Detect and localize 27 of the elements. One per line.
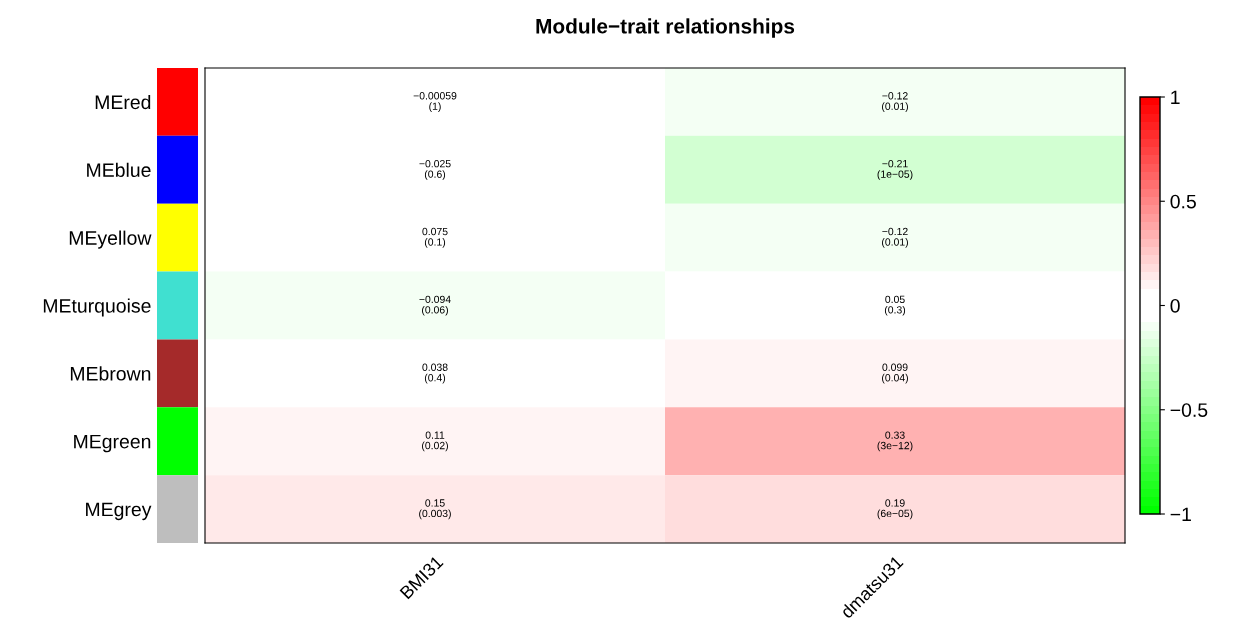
data-label: −0.12 (0.01) [882, 92, 908, 113]
data-label: −0.025 (0.6) [419, 159, 451, 180]
y-tick-label: MEyellow [69, 230, 152, 249]
color-bar-label: 0.5 [1170, 194, 1196, 209]
color-bar-label: 0 [1170, 298, 1180, 313]
data-label: 0.099 (0.04) [882, 363, 908, 384]
chart-title: Module−trait relationships [536, 18, 795, 38]
data-label: 0.19 (6e−05) [877, 499, 913, 520]
y-tick-label: MEgreen [74, 434, 151, 453]
color-bar-label: −1 [1170, 507, 1191, 522]
y-tick-label: MEturquoise [43, 298, 151, 317]
data-label: −0.094 (0.06) [419, 295, 451, 316]
y-tick-label: MEgrey [86, 502, 152, 521]
y-tick-label: MEred [95, 94, 151, 110]
data-label: −0.21 (1e−05) [877, 159, 913, 180]
data-label: 0.05 (0.3) [884, 295, 906, 316]
color-bar-label: −0.5 [1170, 403, 1208, 417]
data-label: −0.00059 (1) [413, 92, 457, 113]
data-label: 0.33 (3e−12) [877, 431, 913, 452]
color-bar-label: 1 [1171, 90, 1180, 105]
y-tick-label: MEbrown [70, 366, 151, 381]
data-label: −0.12 (0.01) [882, 227, 908, 248]
data-label: 0.11 (0.02) [422, 431, 448, 452]
data-label: 0.038 (0.4) [422, 363, 448, 384]
y-tick-label: MEblue [87, 162, 151, 178]
data-label: 0.075 (0.1) [422, 227, 448, 248]
data-label: 0.15 (0.003) [419, 499, 451, 520]
